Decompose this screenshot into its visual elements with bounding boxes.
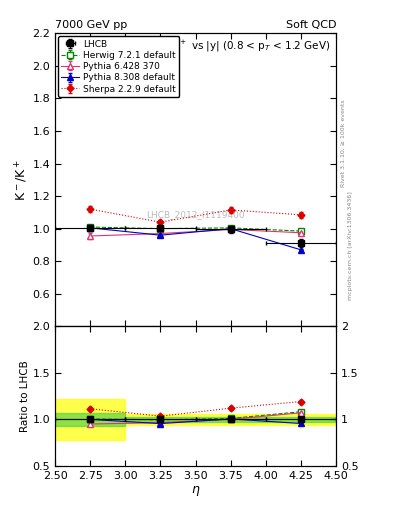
Bar <box>125 417 336 422</box>
X-axis label: $\eta$: $\eta$ <box>191 483 200 498</box>
Text: LHCB_2012_I1119400: LHCB_2012_I1119400 <box>146 210 245 220</box>
Bar <box>55 399 125 440</box>
Text: Rivet 3.1.10, ≥ 100k events: Rivet 3.1.10, ≥ 100k events <box>341 99 346 187</box>
Legend: LHCB, Herwig 7.2.1 default, Pythia 6.428 370, Pythia 8.308 default, Sherpa 2.2.9: LHCB, Herwig 7.2.1 default, Pythia 6.428… <box>58 36 179 97</box>
Text: Soft QCD: Soft QCD <box>286 20 336 30</box>
Text: mcplots.cern.ch [arXiv:1306.3436]: mcplots.cern.ch [arXiv:1306.3436] <box>348 191 353 300</box>
Bar <box>125 414 336 424</box>
Bar <box>55 413 125 426</box>
Y-axis label: Ratio to LHCB: Ratio to LHCB <box>20 360 29 432</box>
Text: 7000 GeV pp: 7000 GeV pp <box>55 20 127 30</box>
Y-axis label: K$^-$/K$^+$: K$^-$/K$^+$ <box>13 159 29 201</box>
Text: K$^-$/K$^+$ vs |y| (0.8 < p$_T$ < 1.2 GeV): K$^-$/K$^+$ vs |y| (0.8 < p$_T$ < 1.2 Ge… <box>152 39 331 54</box>
